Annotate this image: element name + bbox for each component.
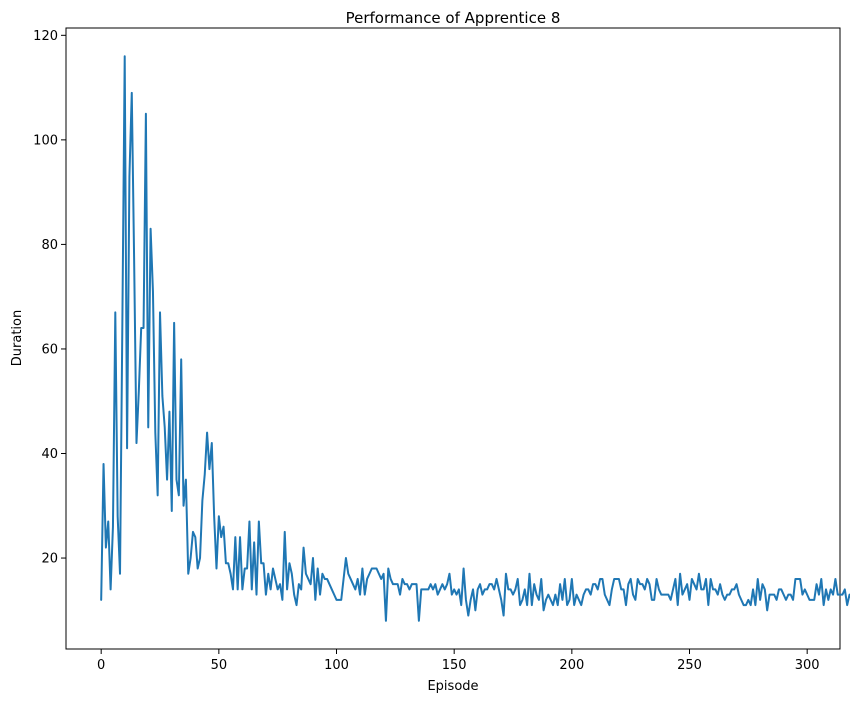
chart-title: Performance of Apprentice 8 bbox=[346, 9, 561, 27]
x-tick-label: 150 bbox=[442, 658, 467, 673]
y-axis: 20 40 60 80 100 120 bbox=[33, 29, 66, 567]
y-tick-label: 40 bbox=[41, 447, 58, 462]
x-tick-label: 300 bbox=[795, 658, 820, 673]
plot-area-frame bbox=[65, 27, 841, 650]
y-axis-title: Duration bbox=[10, 310, 25, 366]
y-tick-label: 60 bbox=[41, 342, 58, 357]
y-tick-label: 120 bbox=[33, 29, 58, 44]
x-axis: 0 50 100 150 200 250 300 bbox=[97, 649, 820, 673]
y-tick-label: 20 bbox=[41, 552, 58, 567]
x-tick-label: 200 bbox=[559, 658, 584, 673]
y-tick-label: 100 bbox=[33, 133, 58, 148]
x-axis-title: Episode bbox=[427, 679, 478, 694]
x-tick-label: 250 bbox=[677, 658, 702, 673]
x-tick-label: 100 bbox=[324, 658, 349, 673]
x-tick-label: 0 bbox=[97, 658, 105, 673]
y-tick-label: 80 bbox=[41, 238, 58, 253]
series-line-duration bbox=[100, 55, 850, 622]
x-tick-label: 50 bbox=[211, 658, 228, 673]
